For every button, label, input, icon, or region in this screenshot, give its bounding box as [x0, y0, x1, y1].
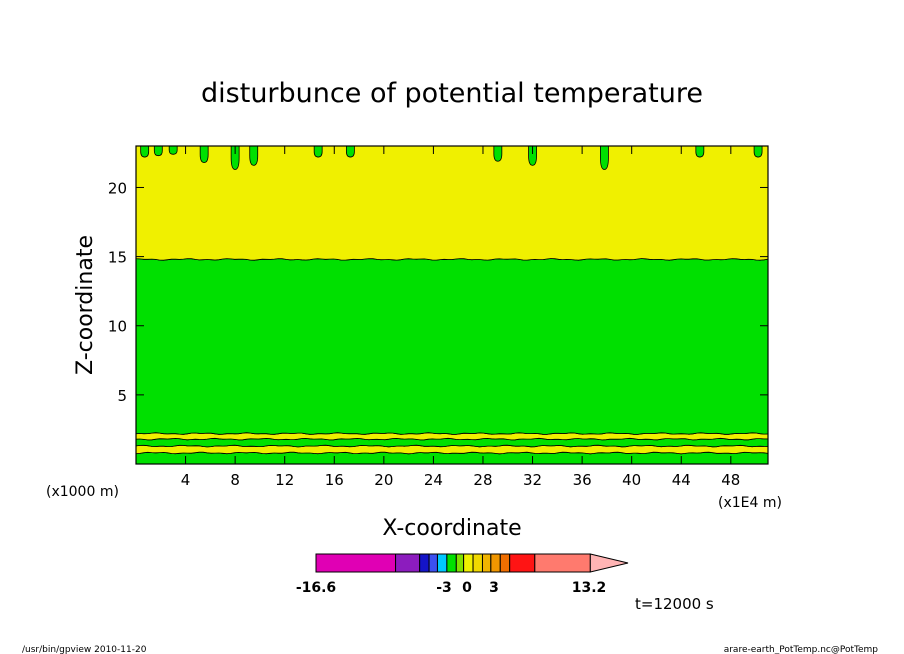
colorbar-segment	[509, 553, 536, 573]
contour-blob	[695, 146, 705, 158]
contour-region	[136, 146, 768, 261]
y-axis: 5 10 15 20	[108, 179, 768, 405]
colorbar-label-neg3: -3	[436, 580, 452, 596]
contour-region	[136, 437, 768, 448]
contour-blob	[600, 146, 609, 170]
x-tick-label: 44	[672, 471, 691, 489]
x-tick-label: 36	[573, 471, 592, 489]
contour-blob	[249, 146, 259, 166]
contour-blob	[528, 146, 537, 166]
contour-blob	[313, 146, 323, 158]
footer-left: /usr/bin/gpview 2010-11-20	[22, 645, 147, 654]
contour-blob	[493, 146, 503, 162]
contour-blob	[168, 146, 178, 155]
x-tick-label: 40	[622, 471, 641, 489]
contour-blob	[199, 146, 209, 163]
colorbar-segment	[436, 553, 448, 573]
x-axis-label: X-coordinate	[382, 516, 521, 541]
contour-blob	[753, 146, 763, 158]
chart-title: disturbunce of potential temperature	[201, 78, 703, 109]
colorbar-segment	[534, 553, 591, 573]
colorbar	[315, 553, 629, 573]
contour-region	[136, 451, 768, 464]
x-tick-label: 4	[181, 471, 191, 489]
colorbar-segment	[428, 553, 438, 573]
contour-blob	[153, 146, 163, 157]
contour-blob	[345, 146, 355, 158]
colorbar-max-label: 13.2	[572, 580, 607, 596]
colorbar-segment	[463, 553, 474, 573]
colorbar-segment	[446, 553, 457, 573]
x-tick-label: 24	[424, 471, 443, 489]
x-tick-label: 20	[374, 471, 393, 489]
colorbar-segment	[395, 553, 421, 573]
y-tick-label: 20	[108, 179, 127, 197]
colorbar-segment	[455, 553, 465, 573]
y-axis-label: Z-coordinate	[73, 235, 98, 375]
x-axis-scale-note: (x1000 m)	[46, 484, 119, 500]
contour-blob	[230, 146, 240, 170]
time-label: t=12000 s	[635, 595, 714, 613]
colorbar-segment	[472, 553, 483, 573]
x-axis: 4 8 12 16 20 24 28 32 36 40 44 48	[181, 146, 740, 489]
contour-region	[136, 258, 768, 435]
colorbar-label-pos3: 3	[489, 580, 499, 596]
colorbar-segment	[490, 553, 501, 573]
y-tick-label: 5	[117, 387, 127, 405]
x-tick-label: 32	[523, 471, 542, 489]
x-tick-label: 48	[721, 471, 740, 489]
x-tick-label: 12	[275, 471, 294, 489]
x-tick-label: 8	[230, 471, 240, 489]
plot-area	[136, 146, 768, 464]
colorbar-segment	[419, 553, 430, 573]
y-tick-label: 10	[108, 318, 127, 336]
x-tick-label: 28	[473, 471, 492, 489]
plot-frame	[135, 145, 769, 465]
colorbar-segment	[499, 553, 511, 573]
colorbar-min-label: -16.6	[296, 580, 336, 596]
y-tick-label: 15	[108, 249, 127, 267]
contour-blob	[140, 146, 150, 158]
footer-right: arare-earth_PotTemp.nc@PotTemp	[724, 645, 879, 654]
colorbar-arrow	[589, 553, 629, 573]
colorbar-segment	[315, 553, 397, 573]
x-axis-unit-note: (x1E4 m)	[718, 495, 782, 511]
x-tick-label: 16	[325, 471, 344, 489]
colorbar-segment	[481, 553, 492, 573]
colorbar-label-zero: 0	[462, 580, 472, 596]
